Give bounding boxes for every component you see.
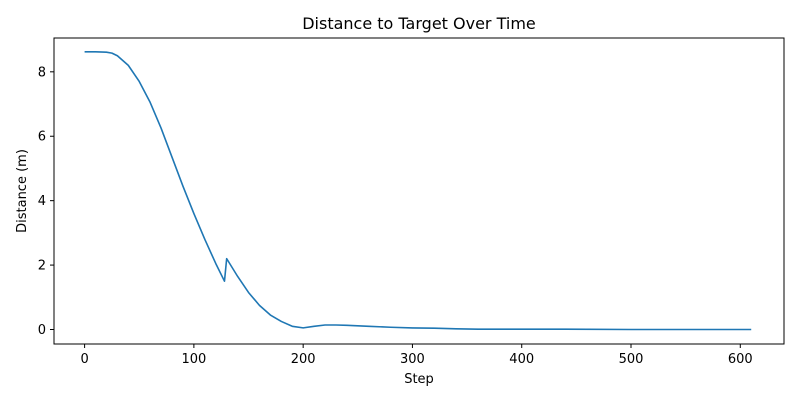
x-tick-label-100: 100	[181, 352, 206, 367]
chart-title: Distance to Target Over Time	[302, 14, 536, 33]
y-axis-label: Distance (m)	[15, 149, 30, 233]
y-tick-label-6: 6	[38, 130, 46, 145]
x-tick-label-300: 300	[400, 352, 425, 367]
x-tick-label-500: 500	[619, 352, 644, 367]
y-tick-label-2: 2	[38, 259, 46, 274]
x-tick-label-600: 600	[728, 352, 753, 367]
y-tick-label-8: 8	[38, 65, 46, 80]
y-tick-label-4: 4	[38, 194, 46, 209]
plot-frame	[53, 37, 785, 345]
plot-area: 0 100 200 300 400 500 600 0 2 4 6 8	[38, 37, 785, 367]
x-tick-label-400: 400	[509, 352, 534, 367]
y-tick-label-0: 0	[38, 323, 46, 338]
x-axis-label: Step	[404, 372, 434, 387]
x-tick-label-0: 0	[80, 352, 88, 367]
series-line-0	[84, 51, 752, 331]
x-tick-label-200: 200	[291, 352, 316, 367]
